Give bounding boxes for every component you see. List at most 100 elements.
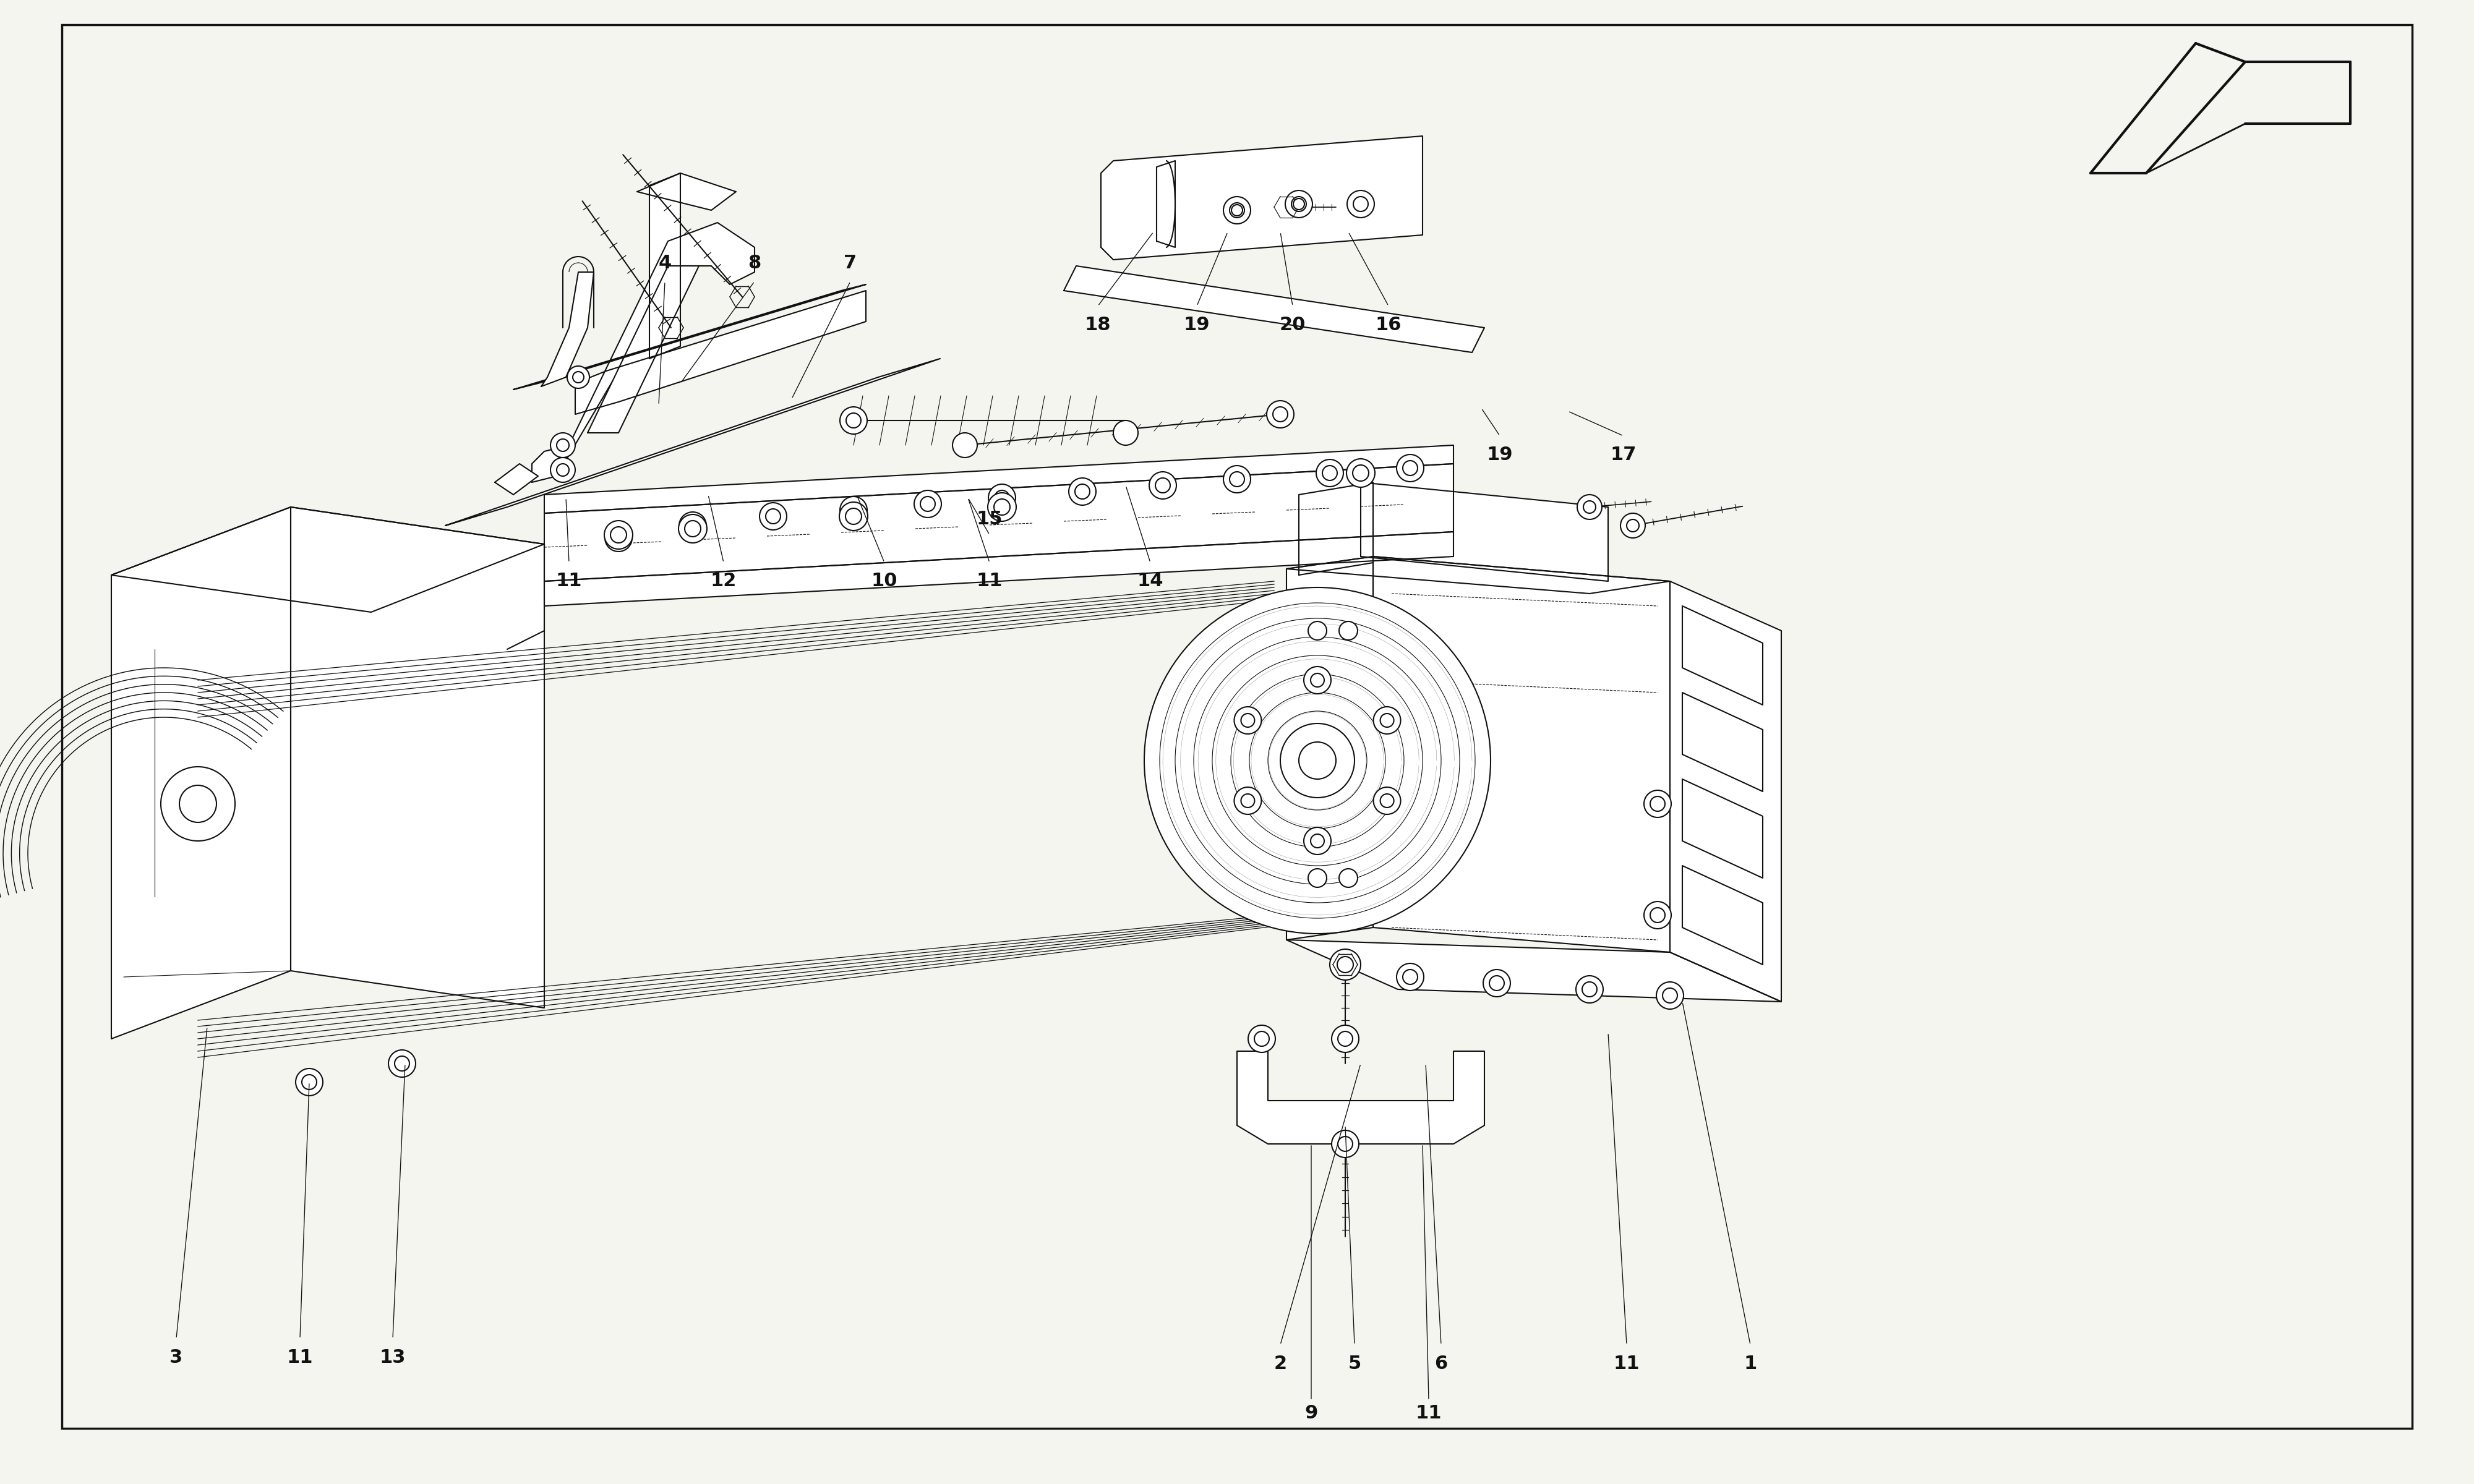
Circle shape: [841, 407, 868, 433]
Polygon shape: [1286, 939, 1781, 1002]
Circle shape: [1254, 1031, 1269, 1046]
Circle shape: [846, 503, 861, 518]
Text: 6: 6: [1435, 1355, 1447, 1373]
Circle shape: [161, 767, 235, 841]
Polygon shape: [542, 272, 594, 386]
Circle shape: [1620, 513, 1645, 537]
Circle shape: [1643, 789, 1672, 818]
Polygon shape: [589, 266, 700, 433]
Circle shape: [1309, 868, 1326, 887]
Circle shape: [1403, 460, 1418, 475]
Circle shape: [1282, 723, 1356, 798]
Circle shape: [1143, 588, 1489, 933]
Circle shape: [557, 463, 569, 476]
Text: 9: 9: [1304, 1404, 1319, 1422]
Circle shape: [1160, 603, 1475, 919]
Circle shape: [839, 502, 868, 530]
Text: 7: 7: [844, 254, 856, 272]
Circle shape: [388, 1051, 416, 1077]
Polygon shape: [515, 285, 866, 389]
Text: 3: 3: [171, 1349, 183, 1367]
Circle shape: [1346, 459, 1376, 487]
Polygon shape: [648, 174, 680, 359]
Text: 15: 15: [977, 510, 1002, 528]
Circle shape: [1230, 472, 1244, 487]
Polygon shape: [1373, 556, 1670, 953]
Circle shape: [952, 433, 977, 457]
Circle shape: [549, 457, 574, 482]
Circle shape: [1311, 674, 1324, 687]
Polygon shape: [1064, 266, 1484, 352]
Circle shape: [1583, 982, 1598, 997]
Polygon shape: [1299, 600, 1361, 896]
Text: 4: 4: [658, 254, 670, 272]
Circle shape: [1321, 466, 1336, 481]
Text: 16: 16: [1376, 316, 1403, 334]
Circle shape: [1395, 454, 1425, 482]
Text: 8: 8: [747, 254, 762, 272]
Polygon shape: [1158, 160, 1175, 248]
Circle shape: [1232, 205, 1242, 215]
Circle shape: [1484, 969, 1509, 997]
Circle shape: [1643, 901, 1672, 929]
Circle shape: [1242, 714, 1254, 727]
Circle shape: [1232, 674, 1405, 847]
Polygon shape: [1682, 605, 1761, 705]
Polygon shape: [1237, 1051, 1484, 1144]
Circle shape: [995, 490, 1009, 505]
Polygon shape: [1299, 482, 1373, 574]
Circle shape: [1353, 196, 1368, 211]
Circle shape: [920, 497, 935, 512]
Circle shape: [567, 367, 589, 389]
Circle shape: [1373, 787, 1400, 815]
Circle shape: [1267, 711, 1366, 810]
Circle shape: [685, 521, 700, 537]
Circle shape: [1230, 203, 1244, 218]
Text: 11: 11: [977, 573, 1002, 591]
Circle shape: [611, 527, 626, 543]
Circle shape: [846, 508, 861, 524]
Circle shape: [1222, 196, 1252, 224]
Circle shape: [1650, 797, 1665, 812]
Polygon shape: [544, 463, 1455, 582]
Circle shape: [841, 497, 868, 524]
Circle shape: [1235, 706, 1262, 735]
Text: 11: 11: [287, 1349, 314, 1367]
Polygon shape: [1682, 693, 1761, 791]
Polygon shape: [1361, 482, 1608, 582]
Polygon shape: [638, 174, 737, 211]
Text: 10: 10: [871, 573, 898, 591]
Text: 12: 12: [710, 573, 737, 591]
Circle shape: [396, 1057, 411, 1071]
Polygon shape: [1286, 556, 1670, 594]
Circle shape: [1628, 519, 1638, 531]
Circle shape: [1489, 976, 1504, 991]
Circle shape: [1309, 622, 1326, 640]
Circle shape: [302, 1074, 317, 1089]
Polygon shape: [544, 445, 1455, 513]
Circle shape: [1338, 868, 1358, 887]
Circle shape: [1331, 950, 1361, 979]
Circle shape: [1338, 622, 1358, 640]
Text: 19: 19: [1183, 316, 1210, 334]
Text: 11: 11: [1613, 1355, 1640, 1373]
Text: 1: 1: [1744, 1355, 1757, 1373]
Circle shape: [987, 493, 1017, 521]
Circle shape: [1583, 500, 1596, 513]
Circle shape: [178, 785, 218, 822]
Circle shape: [1299, 742, 1336, 779]
Circle shape: [1069, 478, 1096, 505]
Text: 19: 19: [1487, 445, 1514, 463]
Circle shape: [1578, 494, 1603, 519]
Text: 11: 11: [1415, 1404, 1442, 1422]
Text: 11: 11: [557, 573, 581, 591]
Circle shape: [1148, 472, 1178, 499]
Circle shape: [1346, 190, 1376, 218]
Circle shape: [685, 518, 700, 533]
Circle shape: [1316, 460, 1343, 487]
Circle shape: [1267, 401, 1294, 427]
Circle shape: [760, 503, 787, 530]
Circle shape: [1311, 834, 1324, 847]
Circle shape: [846, 413, 861, 427]
Polygon shape: [292, 508, 544, 1008]
